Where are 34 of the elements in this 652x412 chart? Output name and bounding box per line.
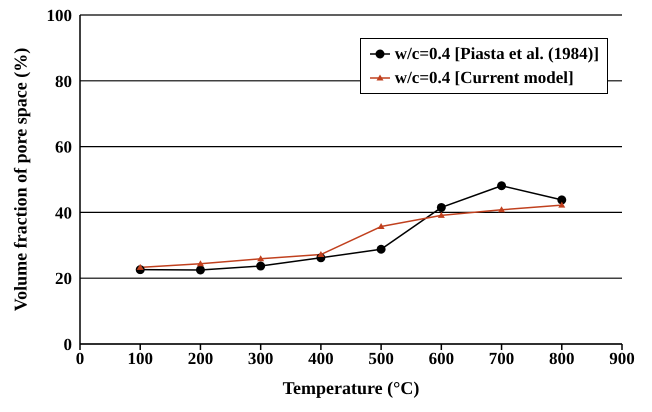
y-tick-label: 80 (55, 72, 72, 91)
x-tick-label: 700 (488, 349, 514, 368)
x-tick-label: 400 (308, 349, 334, 368)
x-tick-label: 900 (609, 349, 635, 368)
point (196, 265, 205, 274)
x-tick-label: 0 (76, 349, 84, 368)
x-tick-label: 300 (248, 349, 274, 368)
x-tick-label: 800 (549, 349, 575, 368)
legend-label: w/c=0.4 [Current model] (394, 67, 574, 89)
point (378, 223, 385, 230)
point (257, 255, 264, 262)
point (256, 262, 266, 271)
y-tick-label: 100 (46, 6, 72, 26)
point (557, 195, 566, 204)
y-tick-label: 20 (55, 269, 72, 288)
x-tick-label: 100 (127, 349, 153, 368)
x-tick-label: 600 (428, 349, 454, 368)
y-tick-label: 60 (55, 138, 72, 157)
point (498, 206, 506, 212)
y-tick-label: 0 (64, 335, 72, 354)
point (436, 202, 446, 212)
point (558, 202, 566, 208)
x-tick-label: 200 (188, 349, 214, 368)
point (136, 264, 144, 270)
y-tick-label: 40 (55, 203, 72, 222)
point (317, 251, 324, 258)
x-axis-title: Temperature (°C) (282, 378, 420, 398)
x-tick-label: 500 (368, 349, 394, 368)
legend-label: w/c=0.4 [Piasta et al. (1984)] (394, 43, 599, 65)
point (438, 212, 445, 218)
point (376, 244, 386, 254)
point (497, 181, 506, 190)
point (196, 260, 204, 266)
y-axis-title: Volume fraction of pore space (%) (10, 48, 30, 312)
